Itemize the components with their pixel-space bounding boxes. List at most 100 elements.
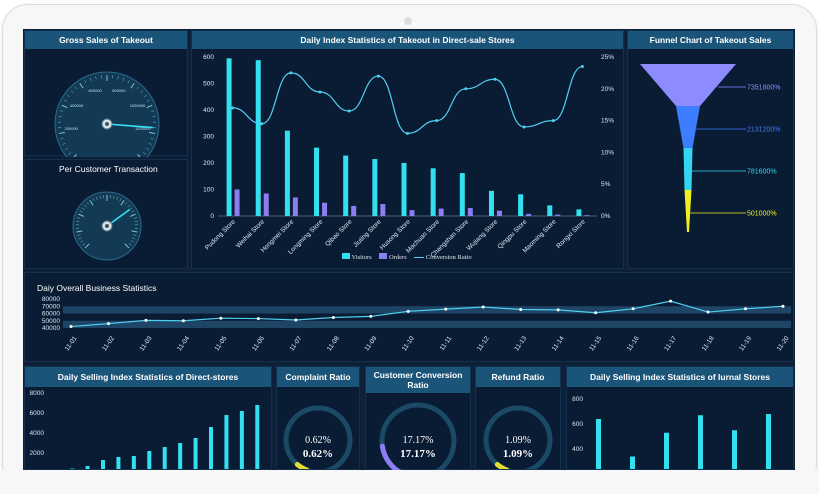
- per-customer-gauge-tick: [120, 199, 125, 206]
- daily-y-tick: 0: [210, 213, 214, 220]
- overall-x-tick: 11-19: [738, 335, 753, 353]
- overall-x-tick: 11-20: [776, 335, 791, 353]
- per-customer-gauge-tick: [81, 207, 85, 210]
- iurnal-y-tick: 600: [572, 421, 583, 428]
- overall-x-tick: 11-01: [64, 335, 79, 353]
- overall-point: [256, 317, 260, 321]
- legend-conversion-swatch: [414, 257, 425, 259]
- per-customer-gauge-tick: [89, 199, 94, 206]
- direct-bar: [85, 466, 90, 469]
- daily-orders-bar: [555, 214, 561, 216]
- daily-conversion-point: [376, 74, 380, 78]
- iurnal-bar-a: [766, 414, 771, 469]
- gross-sales-gauge-tick: [140, 90, 144, 93]
- overall-point: [706, 310, 710, 314]
- gross-sales-gauge-tick: [58, 131, 65, 135]
- direct-y-tick: 4000: [30, 430, 45, 437]
- per-customer-gauge-tick: [86, 202, 90, 205]
- per-customer-gauge-tick: [127, 204, 130, 208]
- conversion-panel: Customer Conversion Ratio 17.17% 17.17%: [365, 366, 471, 470]
- daily-x-tick: Pudong Store: [204, 218, 237, 251]
- gross-sales-gauge-tick: [150, 137, 154, 140]
- overall-point: [481, 305, 485, 309]
- overall-x-tick: 11-16: [626, 335, 641, 353]
- dashboard-screen: Gross Sales of Takeout 200000 400000 60000…: [23, 29, 795, 470]
- refund-value-shadow: 1.09%: [505, 435, 531, 446]
- overall-y-tick: 50000: [42, 318, 60, 325]
- daily-visitors-bar: [488, 190, 494, 216]
- overall-point: [331, 315, 335, 319]
- selling-direct-panel: Daily Selling Index Statistics of Direct…: [24, 366, 272, 470]
- per-customer-gauge-tick: [133, 234, 137, 236]
- overall-line: [70, 300, 784, 328]
- daily-y-tick: 500: [203, 81, 214, 88]
- funnel-segment: [683, 148, 693, 190]
- overall-x-tick: 11-15: [588, 335, 603, 353]
- overall-point: [406, 309, 410, 313]
- gross-sales-gauge-tick: [146, 104, 153, 109]
- gross-sales-gauge-tick: [122, 77, 125, 81]
- daily-visitors-bar: [226, 58, 232, 217]
- daily-y-tick: 100: [203, 187, 214, 194]
- daily-conversion-point: [406, 131, 409, 135]
- gross-sales-gauge-tick-label: 600000: [88, 88, 102, 93]
- gross-sales-gauge-tick-label: 1200000: [135, 126, 151, 131]
- daily-conversion-point: [435, 119, 439, 123]
- daily-visitors-bar: [459, 173, 465, 216]
- daily-x-tick: Jiuting Store: [352, 218, 383, 249]
- gross-sales-gauge-tick: [70, 90, 74, 93]
- per-customer-gauge-tick: [99, 195, 101, 199]
- daily-index-panel: Daily Index Statistics of Takeout in Dir…: [191, 30, 624, 269]
- daily-visitors-bar: [372, 159, 378, 216]
- gross-sales-gauge-tick-label: 400000: [70, 103, 84, 108]
- funnel-label: 501000%: [747, 211, 777, 218]
- daily-orders-bar: [438, 208, 444, 216]
- daily-x-tick: Qingpu Store: [496, 218, 528, 250]
- overall-panel: Daiy Overall Business Statistics 40000 50…: [24, 272, 794, 362]
- overall-point: [444, 307, 448, 311]
- refund-panel: Refund Ratio 1.09% 1.09%: [475, 366, 561, 470]
- conversion-value-shadow: 17.17%: [402, 435, 434, 446]
- gross-sales-gauge-tick: [127, 80, 130, 84]
- per-customer-gauge-tick: [129, 213, 136, 217]
- gross-sales-gauge-tick-label: 200000: [65, 126, 79, 131]
- gross-sales-gauge-dial: [54, 71, 160, 157]
- per-customer-gauge-tick: [119, 198, 122, 202]
- overall-point: [181, 319, 185, 323]
- overall-x-tick: 11-04: [176, 335, 191, 353]
- gross-sales-gauge-tick: [142, 152, 146, 155]
- per-customer-gauge-tick: [133, 217, 137, 219]
- funnel-label: 781600%: [747, 169, 777, 176]
- per-customer-gauge-tick: [78, 237, 82, 240]
- gross-sales-gauge-tick-label: 800000: [112, 88, 126, 93]
- direct-y-tick: 8000: [30, 390, 45, 397]
- gross-sales-gauge-tick: [79, 82, 84, 89]
- overall-x-tick: 11-12: [476, 335, 491, 353]
- gross-sales-gauge-tick: [68, 152, 72, 155]
- gross-sales-gauge-tick: [74, 86, 78, 90]
- iurnal-bar-a: [664, 432, 669, 469]
- gross-sales-gauge-tick: [148, 143, 152, 145]
- direct-bar: [178, 443, 183, 469]
- refund-ring-track: [483, 405, 553, 469]
- gross-sales-gauge-tick: [89, 77, 92, 81]
- overall-point: [781, 304, 785, 308]
- gross-sales-gauge-needle: [106, 123, 153, 129]
- complaint-ring: [283, 405, 353, 469]
- overall-x-tick: 11-10: [401, 335, 416, 353]
- per-customer-gauge-tick: [131, 210, 135, 213]
- daily-orders-bar: [351, 205, 357, 216]
- gross-sales-gauge-tick: [130, 82, 135, 89]
- daily-orders-bar: [292, 197, 298, 216]
- daily-conversion-point: [493, 77, 497, 81]
- daily-conversion-point: [318, 90, 322, 94]
- per-customer-gauge-tick: [79, 210, 83, 213]
- gross-sales-gauge-hub-center: [105, 122, 109, 126]
- gross-sales-panel: Gross Sales of Takeout 200000 400000 60000…: [24, 30, 188, 157]
- daily-visitors-bar: [284, 130, 290, 216]
- daily-y-tick: 600: [203, 54, 214, 61]
- conversion-value: 17.17%: [400, 448, 436, 460]
- overall-x-tick: 11-03: [139, 335, 154, 353]
- legend-visitors-label: Visitors: [351, 254, 372, 261]
